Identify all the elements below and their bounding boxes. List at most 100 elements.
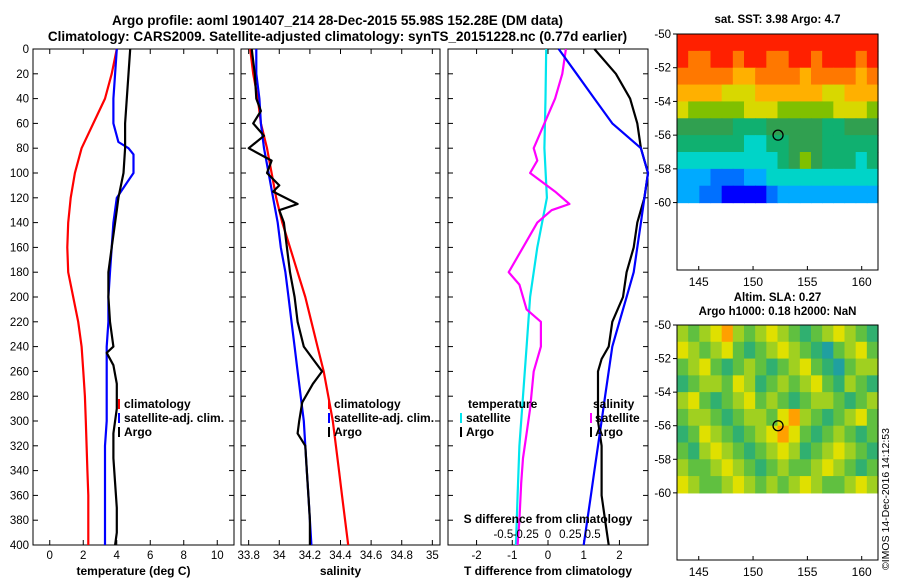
sla_map-cell xyxy=(677,375,689,393)
sla-map-subtitle: Argo h1000: 0.18 h2000: NaN xyxy=(699,306,857,318)
sst_map-cell xyxy=(766,135,779,153)
sst_map-cell xyxy=(822,168,834,187)
sla_map-cell xyxy=(799,325,812,343)
salinity-xtick-label: 34 xyxy=(273,550,286,562)
sst_map-cell xyxy=(766,118,779,136)
sla_map-cell xyxy=(721,358,734,376)
imos-stamp: ©IMOS 14-Dec-2016 14:12:53 xyxy=(880,428,892,570)
sst_map-cell xyxy=(710,84,723,103)
sst_map-cell xyxy=(788,84,801,103)
sla_map-cell xyxy=(677,358,689,376)
sla_map-ytick-label: -58 xyxy=(654,454,671,466)
sla_map-cell xyxy=(732,476,745,494)
sst_map-cell xyxy=(822,67,834,86)
sla_map-cell xyxy=(822,375,834,393)
sla_map-cell xyxy=(822,392,834,410)
sla_map-cell xyxy=(677,408,689,427)
sla_map-cell xyxy=(777,476,790,494)
salinity-legend-label: Argo xyxy=(334,425,362,439)
sst_map-cell xyxy=(855,67,868,86)
depth-tick-label: 220 xyxy=(10,317,29,329)
sst_map-cell xyxy=(833,152,846,170)
sst_map-cell xyxy=(844,118,857,136)
depth-tick-label: 80 xyxy=(16,143,29,155)
sla_map-cell xyxy=(732,425,745,444)
sst_map-cell xyxy=(866,67,879,86)
sst_map-cell xyxy=(855,34,868,52)
sst_map-cell xyxy=(710,118,723,136)
sla_map-cell xyxy=(788,341,801,360)
sla_map-cell xyxy=(777,392,790,410)
sla_map-cell xyxy=(822,459,834,477)
sla_map-cell xyxy=(833,392,846,410)
sla_map-cell xyxy=(688,392,700,410)
sla_map-cell xyxy=(744,375,756,393)
sst_map-cell xyxy=(766,185,779,204)
sla_map-heatmap xyxy=(677,325,879,494)
sla_map-cell xyxy=(677,341,689,360)
difference-xtick-label: -1 xyxy=(507,550,517,562)
depth-tick-label: 360 xyxy=(10,490,29,502)
sst_map-ytick-label: -52 xyxy=(654,63,671,75)
sst_map-cell xyxy=(710,34,723,52)
sla_map-cell xyxy=(777,442,790,460)
sst_map-cell xyxy=(844,50,857,69)
temperature-xtick-label: 2 xyxy=(80,550,86,562)
sla_map-cell xyxy=(755,358,767,376)
sst_map-cell xyxy=(788,50,801,69)
sla_map-cell xyxy=(799,341,812,360)
sst_map-cell xyxy=(788,34,801,52)
depth-tick-label: 240 xyxy=(10,342,29,354)
sla_map-cell xyxy=(710,476,723,494)
sst_map-cell xyxy=(699,67,712,86)
temperature-xtick-label: 8 xyxy=(181,550,187,562)
sst_map-cell xyxy=(811,185,823,204)
sla_map-cell xyxy=(688,425,700,444)
sst_map-cell xyxy=(721,34,734,52)
temperature-series-line xyxy=(105,48,132,546)
sla_map-cell xyxy=(844,459,857,477)
sst_map-cell xyxy=(732,101,745,119)
sla_map-cell xyxy=(744,358,756,376)
sst_map-cell xyxy=(777,135,790,153)
sst_map-cell xyxy=(811,50,823,69)
sla_map-cell xyxy=(699,442,712,460)
sla_map-cell xyxy=(777,325,790,343)
sla_map-cell xyxy=(766,408,779,427)
sst_map-cell xyxy=(811,101,823,119)
sla_map-cell xyxy=(833,358,846,376)
difference-series-line xyxy=(514,48,549,546)
depth-tick-label: 260 xyxy=(10,366,29,378)
sla_map-cell xyxy=(811,375,823,393)
sst_map-cell xyxy=(699,152,712,170)
sst_map-cell xyxy=(811,34,823,52)
sst_map-cell xyxy=(688,118,700,136)
sst_map-cell xyxy=(788,101,801,119)
sla_map-cell xyxy=(688,358,700,376)
sla_map-cell xyxy=(833,341,846,360)
sst_map-cell xyxy=(799,101,812,119)
sst_map-cell xyxy=(766,67,779,86)
sst_map-cell xyxy=(866,168,879,187)
difference-series-line xyxy=(557,48,650,546)
sla_map-cell xyxy=(766,476,779,494)
sst_map-cell xyxy=(833,34,846,52)
temperature-legend-label: Argo xyxy=(124,425,152,439)
sst_map-cell xyxy=(744,67,756,86)
sla_map-cell xyxy=(710,408,723,427)
difference-series-line xyxy=(507,48,571,546)
sla_map-cell xyxy=(833,375,846,393)
depth-tick-label: 280 xyxy=(10,391,29,403)
depth-tick-label: 320 xyxy=(10,441,29,453)
sst_map-cell xyxy=(721,135,734,153)
sst_map-cell xyxy=(677,118,689,136)
sst_map-cell xyxy=(755,34,767,52)
sla_map-cell xyxy=(699,325,712,343)
diff-s-tick-label: 0.25 xyxy=(559,529,581,541)
sst_map-cell xyxy=(699,101,712,119)
sla_map-cell xyxy=(866,425,879,444)
sla_map-cell xyxy=(833,459,846,477)
sst_map-cell xyxy=(755,50,767,69)
sla_map-cell xyxy=(677,442,689,460)
